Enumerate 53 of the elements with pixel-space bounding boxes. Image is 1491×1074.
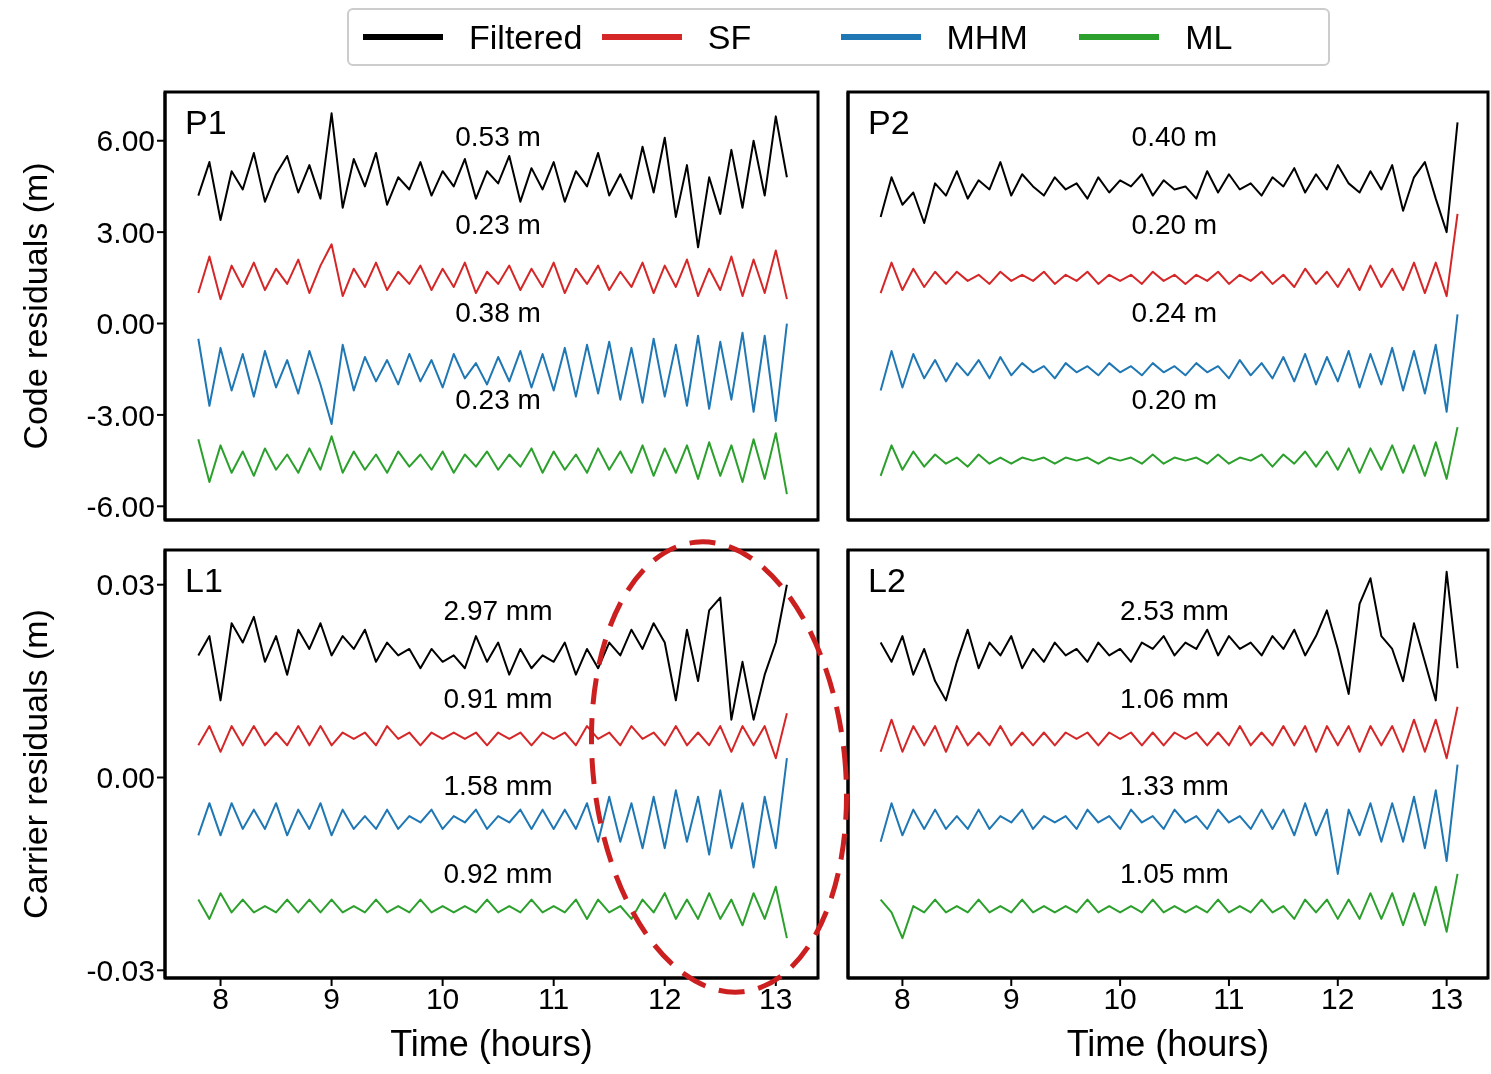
x-tick-label: 9 (323, 982, 340, 1016)
annotation: 0.20 m (1131, 384, 1218, 416)
y-axis-title: Code residuals (m) (15, 162, 54, 450)
legend-label: ML (1185, 17, 1233, 57)
annotation: 1.06 mm (1119, 683, 1229, 715)
x-tick-label: 11 (1213, 982, 1245, 1016)
x-tick-label: 8 (894, 982, 911, 1016)
x-tick-label: 12 (648, 982, 682, 1016)
legend-label: MHM (946, 17, 1028, 57)
line-series (197, 885, 788, 940)
annotation: P2 (868, 103, 910, 141)
annotation: L2 (868, 561, 906, 599)
annotation: 1.05 mm (1119, 858, 1229, 890)
annotation: 0.38 m (455, 296, 541, 328)
x-tick-label: 13 (1429, 982, 1464, 1016)
x-tick-label: 10 (425, 982, 460, 1016)
x-tick-label: 12 (1321, 982, 1355, 1016)
annotation: 0.23 m (455, 384, 541, 416)
annotation: 1.58 mm (443, 770, 553, 802)
x-tick-label: 13 (759, 982, 793, 1016)
annotation: 2.97 mm (443, 595, 553, 627)
annotation: 1.33 mm (1119, 770, 1229, 802)
x-tick-label: 8 (212, 982, 229, 1016)
legend-label: Filtered (469, 17, 583, 57)
annotation: P1 (185, 103, 227, 141)
legend-label: SF (707, 17, 752, 57)
y-tick-label: -6.00 (86, 489, 155, 523)
annotation: 0.20 m (1131, 209, 1218, 241)
x-axis-title: Time (hours) (1066, 1023, 1270, 1064)
y-tick-label: 0.00 (96, 761, 155, 795)
y-tick-label: 6.00 (96, 124, 155, 158)
x-axis-title: Time (hours) (390, 1023, 593, 1064)
y-tick-label: 0.00 (96, 307, 155, 341)
y-tick-label: 3.00 (96, 215, 155, 249)
annotation: L1 (185, 561, 223, 599)
line-series (197, 712, 788, 760)
annotation: 0.40 m (1131, 121, 1218, 153)
annotation: 0.92 mm (443, 858, 553, 890)
x-tick-label: 11 (538, 982, 570, 1016)
y-tick-label: 0.03 (96, 568, 155, 602)
annotation: 0.91 mm (443, 683, 553, 715)
annotation: 0.23 m (455, 209, 541, 241)
y-tick-label: -3.00 (86, 398, 155, 432)
line-series (197, 432, 788, 496)
x-tick-label: 10 (1103, 982, 1137, 1016)
line-series (197, 243, 788, 301)
x-tick-label: 9 (1002, 982, 1020, 1016)
y-tick-label: -0.03 (86, 953, 155, 987)
y-axis-title: Carrier residuals (m) (15, 609, 54, 919)
line-series (197, 322, 788, 426)
annotation: 0.24 m (1131, 296, 1218, 328)
annotation: 2.53 mm (1119, 595, 1229, 627)
annotation: 0.53 m (455, 121, 541, 153)
